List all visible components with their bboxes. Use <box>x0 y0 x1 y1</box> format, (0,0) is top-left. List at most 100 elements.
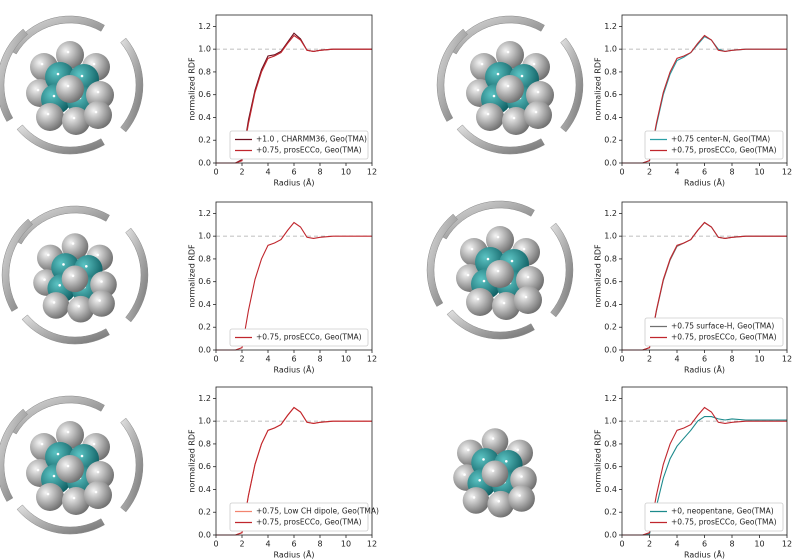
legend-label: +0.75, prosECCo, Geo(TMA) <box>256 518 362 527</box>
x-tick-label: 0 <box>213 540 218 549</box>
x-tick-label: 6 <box>291 540 296 549</box>
x-tick-label: 8 <box>317 168 322 177</box>
solvation-shell <box>456 124 545 155</box>
hydrogen-atom <box>492 292 520 320</box>
y-tick-label: 1.2 <box>198 22 211 31</box>
highlight <box>482 458 485 461</box>
solvation-shell <box>0 408 28 502</box>
legend: +0.75 surface-H, Geo(TMA) +0.75, prosECCo… <box>644 317 784 347</box>
x-tick-label: 12 <box>367 168 377 177</box>
highlight <box>72 116 76 120</box>
solvation-shell <box>1 218 33 312</box>
highlight <box>66 464 70 468</box>
molecule-illustration <box>436 15 584 155</box>
x-tick-label: 6 <box>702 355 707 364</box>
plot-frame <box>215 14 373 164</box>
highlight <box>524 295 528 299</box>
molecule-illustration <box>426 200 574 340</box>
legend-box <box>644 502 784 532</box>
legend-box <box>644 130 784 160</box>
hydrogen-atom <box>62 107 90 135</box>
y-tick-label: 1.0 <box>198 232 211 241</box>
highlight <box>85 265 88 268</box>
y-tick-label: 0.4 <box>604 485 617 494</box>
solvation-shell <box>21 314 110 345</box>
highlight <box>522 247 526 251</box>
highlight <box>476 297 480 301</box>
x-tick-label: 4 <box>265 540 270 549</box>
x-tick-label: 2 <box>647 168 652 177</box>
y-tick-label: 0.6 <box>198 462 211 471</box>
highlight <box>492 94 496 98</box>
y-axis-label: normalized RDF <box>594 57 603 121</box>
y-axis-label: normalized RDF <box>188 244 197 308</box>
highlight <box>463 473 466 476</box>
highlight <box>505 460 508 463</box>
molecule-illustration <box>0 395 144 535</box>
y-tick-label: 0.0 <box>198 159 211 168</box>
hydrogen-atom <box>84 101 112 129</box>
x-tick-label: 10 <box>754 355 764 364</box>
x-axis-label: Radius (Å) <box>684 364 725 375</box>
legend: +0.75, Low CH dipole, Geo(TMA) +0.75, pro… <box>229 502 379 532</box>
molecule-illustration <box>1 205 149 345</box>
hydrogen-atom <box>36 103 64 131</box>
highlight <box>520 74 524 78</box>
y-tick-label: 0.2 <box>198 323 211 332</box>
highlight <box>100 280 103 283</box>
hydrogen-atom <box>496 41 524 69</box>
y-tick-label: 1.2 <box>198 394 211 403</box>
highlight <box>46 112 50 116</box>
x-tick-label: 10 <box>341 540 351 549</box>
x-tick-label: 6 <box>291 168 296 177</box>
hydrogen-atom <box>466 288 494 316</box>
x-tick-label: 10 <box>754 540 764 549</box>
highlight <box>96 470 100 474</box>
x-tick-label: 0 <box>213 168 218 177</box>
highlight <box>467 448 470 452</box>
plot-frame <box>621 386 788 536</box>
highlight <box>482 279 486 283</box>
highlight <box>518 494 521 497</box>
y-tick-label: 1.0 <box>198 45 211 54</box>
y-tick-label: 0.8 <box>604 439 617 448</box>
solvation-shell <box>9 395 105 435</box>
highlight <box>52 301 56 304</box>
solvation-shell <box>125 227 149 323</box>
y-tick-label: 0.4 <box>604 300 617 309</box>
y-axis-label: normalized RDF <box>594 429 603 493</box>
highlight <box>58 284 61 287</box>
solvation-shell <box>560 37 584 133</box>
hydrogen-atom <box>487 490 514 518</box>
y-tick-label: 0.2 <box>198 508 211 517</box>
highlight <box>466 273 470 277</box>
hydrogen-atom <box>476 103 504 131</box>
highlight <box>502 301 506 305</box>
plot-frame <box>621 14 788 164</box>
molecule-illustration <box>0 15 144 155</box>
legend-box <box>229 502 369 532</box>
y-tick-label: 0.4 <box>198 485 211 494</box>
legend-box <box>229 328 369 347</box>
x-tick-label: 12 <box>782 355 792 364</box>
solvation-shell <box>16 504 105 535</box>
highlight <box>476 88 480 92</box>
highlight <box>496 72 500 76</box>
hydrogen-atom <box>61 265 89 293</box>
x-tick-label: 2 <box>239 355 244 364</box>
y-tick-label: 0.6 <box>198 277 211 286</box>
y-tick-label: 0.8 <box>198 254 211 263</box>
highlight <box>47 253 50 257</box>
highlight <box>56 452 60 456</box>
y-tick-label: 1.2 <box>604 22 617 31</box>
y-tick-label: 0.2 <box>604 323 617 332</box>
legend-label: +0.75, prosECCo, Geo(TMA) <box>256 146 362 155</box>
solvation-shell <box>14 205 110 245</box>
highlight <box>71 242 75 245</box>
legend: +1.0 , CHARMM36, Geo(TMA) +0.75, prosECCo… <box>229 130 369 160</box>
y-tick-label: 0.4 <box>198 113 211 122</box>
legend: +0, neopentane, Geo(TMA) +0.75, prosECCo,… <box>644 502 784 532</box>
highlight <box>56 72 60 76</box>
highlight <box>80 454 84 458</box>
x-tick-label: 8 <box>729 355 734 364</box>
